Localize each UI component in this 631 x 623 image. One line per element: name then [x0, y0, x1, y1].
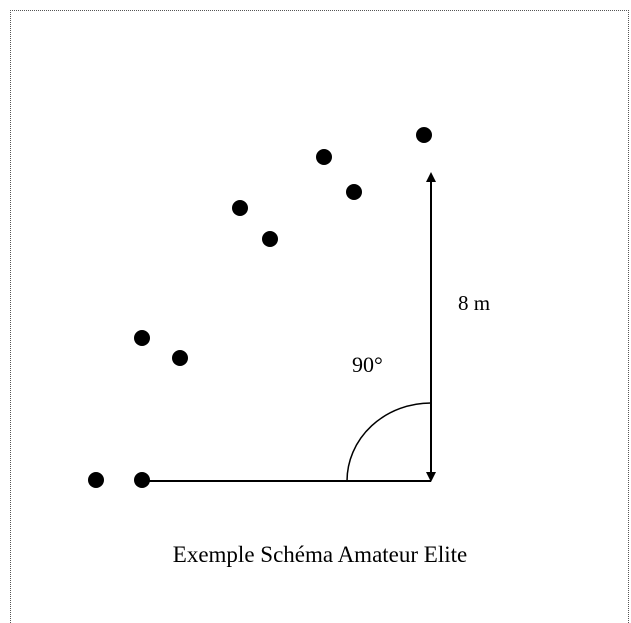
angle-label: 90°: [352, 352, 383, 377]
player-dot: [316, 149, 332, 165]
player-dot: [134, 330, 150, 346]
player-dot: [262, 231, 278, 247]
diagram-caption: Exemple Schéma Amateur Elite: [173, 542, 467, 567]
player-dot: [232, 200, 248, 216]
right-angle-arc: [346, 402, 432, 482]
player-dot: [346, 184, 362, 200]
dotted-frame: [10, 10, 629, 623]
player-dot: [134, 472, 150, 488]
player-dot: [172, 350, 188, 366]
player-dot: [416, 127, 432, 143]
player-dot: [88, 472, 104, 488]
distance-label: 8 m: [458, 291, 490, 315]
